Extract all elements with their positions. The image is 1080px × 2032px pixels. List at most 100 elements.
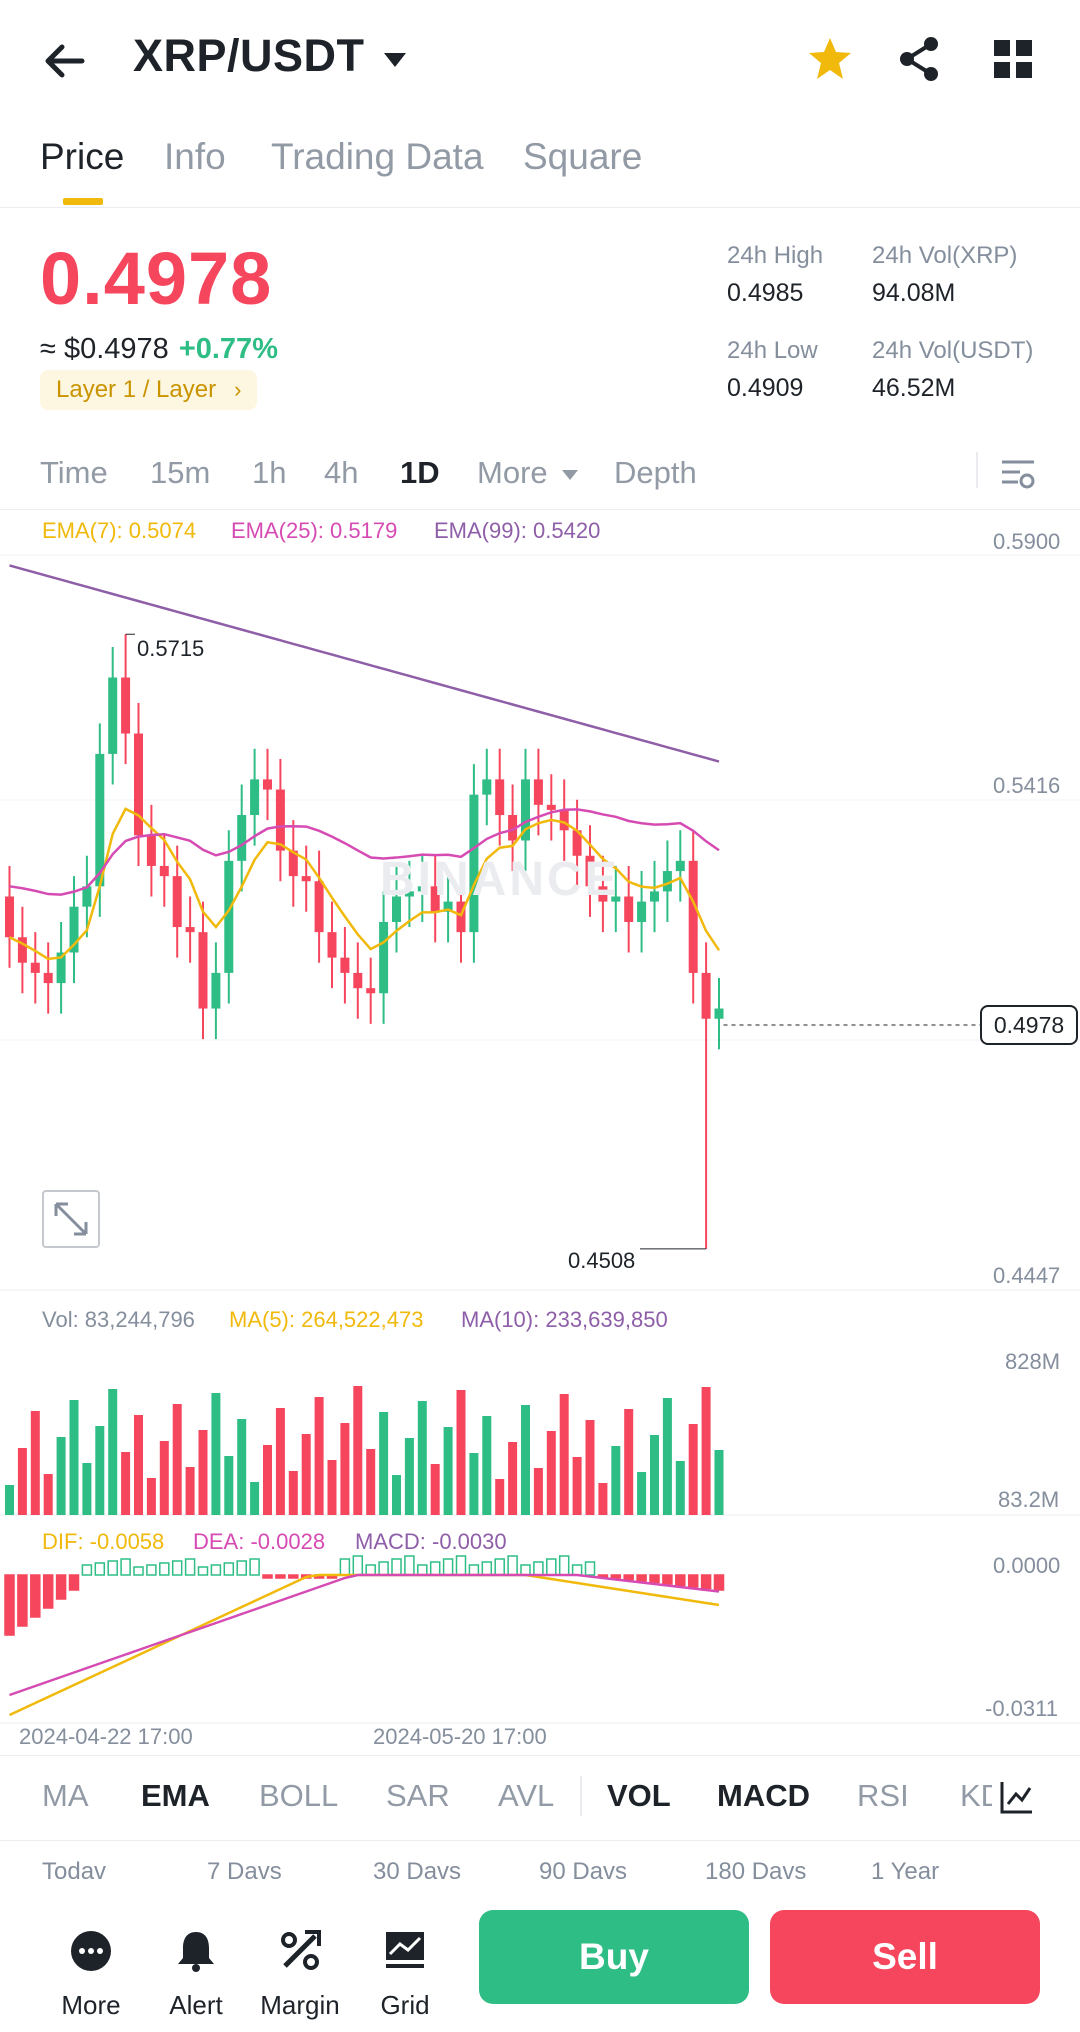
arrow-left-icon[interactable] [40,36,90,86]
candle-body [159,865,169,877]
indicator-rsi[interactable]: RSI [857,1778,909,1813]
volume-bar [533,1468,543,1515]
volume-bar [237,1419,247,1515]
indicator-kd[interactable]: KD [960,1778,992,1813]
volume-ma5: MA(5): 264,522,473 [229,1307,424,1332]
macd-bar [262,1574,273,1579]
nav-margin[interactable]: Margin [245,1926,355,2021]
volume-bar [482,1416,492,1515]
indicator-boll[interactable]: BOLL [259,1778,339,1813]
current-price-tag: 0.4978 [980,1005,1078,1045]
indicator-vol[interactable]: VOL [607,1778,671,1813]
candlestick-chart[interactable] [0,510,1080,1750]
category-tag[interactable]: Layer 1 / Layer › [40,370,258,410]
nav-more-label: More [61,1990,121,2020]
interval-1d[interactable]: 1D [400,455,440,490]
tab-square[interactable]: Square [523,136,643,177]
volume-bar [572,1457,582,1515]
candle-body [688,860,698,973]
candle-body [585,855,595,887]
high-label: 24h High [727,242,824,269]
range-90d[interactable]: 90 Davs [539,1858,628,1885]
vol-quote-value: 46.52M [872,374,956,402]
range-1y[interactable]: 1 Year [871,1858,940,1885]
caret-down-icon[interactable] [382,50,408,70]
tab-trading-data[interactable]: Trading Data [271,136,484,177]
nav-more[interactable]: More [36,1926,146,2021]
macd-bar [94,1562,106,1576]
interval-15m[interactable]: 15m [150,455,211,490]
candle-body [392,896,401,922]
tab-price[interactable]: Price [40,136,125,177]
vol-base-label: 24h Vol(XRP) [872,242,1018,269]
macd-axis-top: 0.0000 [993,1553,1061,1578]
chart-settings-icon[interactable] [998,454,1038,494]
macd-bar [391,1558,402,1576]
volume-bar [275,1408,285,1515]
macd-bar [159,1562,170,1576]
price-axis-mid: 0.5416 [993,773,1061,798]
sell-button[interactable]: Sell [770,1910,1040,2004]
volume-bar [288,1471,298,1515]
volume-bar [263,1445,272,1515]
indicator-avl[interactable]: AVL [498,1778,555,1813]
candle-body [211,972,221,1009]
vol-base-value: 94.08M [872,279,956,307]
buy-button[interactable]: Buy [479,1910,749,2004]
candle-body [443,901,453,912]
macd-bar [442,1558,454,1576]
candle-body [263,779,272,790]
candle-body [185,927,195,933]
indicator-settings-icon[interactable] [998,1778,1036,1816]
star-icon[interactable] [805,34,855,84]
volume-bar [146,1478,156,1515]
macd-bar [197,1566,209,1576]
share-icon[interactable] [895,34,945,84]
volume-bar [30,1411,40,1515]
tab-info[interactable]: Info [164,136,226,177]
interval-time[interactable]: Time [40,455,108,490]
indicator-macd[interactable]: MACD [717,1778,810,1813]
range-180d[interactable]: 180 Davs [705,1858,807,1885]
volume-bar [392,1475,401,1515]
pair-title[interactable]: XRP/USDT [133,30,365,81]
indicator-ma[interactable]: MA [42,1778,89,1813]
indicator-sar[interactable]: SAR [386,1778,450,1813]
ema25-value: EMA(25): 0.5179 [231,518,398,543]
macd-bar [468,1564,480,1576]
price-axis-bottom: 0.4447 [993,1263,1061,1288]
macd-dea: DEA: -0.0028 [193,1529,326,1554]
divider [976,452,978,488]
volume-value: Vol: 83,244,796 [42,1307,195,1332]
indicator-ema[interactable]: EMA [141,1778,210,1813]
macd-bar [481,1561,493,1576]
candle-body [288,850,298,877]
watermark: BINANCE [380,853,620,906]
candle-body [572,830,582,856]
candle-body [637,901,647,922]
interval-depth[interactable]: Depth [614,455,697,490]
macd-bar [339,1558,351,1576]
nav-grid[interactable]: Grid [350,1926,460,2021]
range-7d[interactable]: 7 Davs [207,1858,282,1885]
nav-alert[interactable]: Alert [141,1926,251,2021]
candle-body [250,779,260,816]
interval-more[interactable]: More [477,455,580,491]
interval-4h[interactable]: 4h [324,455,359,490]
volume-bar [43,1474,53,1515]
candle-body [469,794,479,933]
candle-body [675,860,685,872]
expand-button[interactable] [42,1190,100,1248]
interval-1h[interactable]: 1h [252,455,287,490]
range-30d[interactable]: 30 Davs [373,1858,462,1885]
grid-icon[interactable] [988,34,1038,84]
range-today[interactable]: Todav [42,1858,107,1885]
volume-bar [585,1420,595,1515]
grid-trading-icon [386,1932,424,1968]
divider [580,1776,582,1816]
volume-bar [404,1438,414,1515]
candle-body [134,733,143,836]
candle-body [430,886,440,912]
candle-body [508,815,518,841]
macd-axis-bottom: -0.0311 [985,1696,1058,1721]
